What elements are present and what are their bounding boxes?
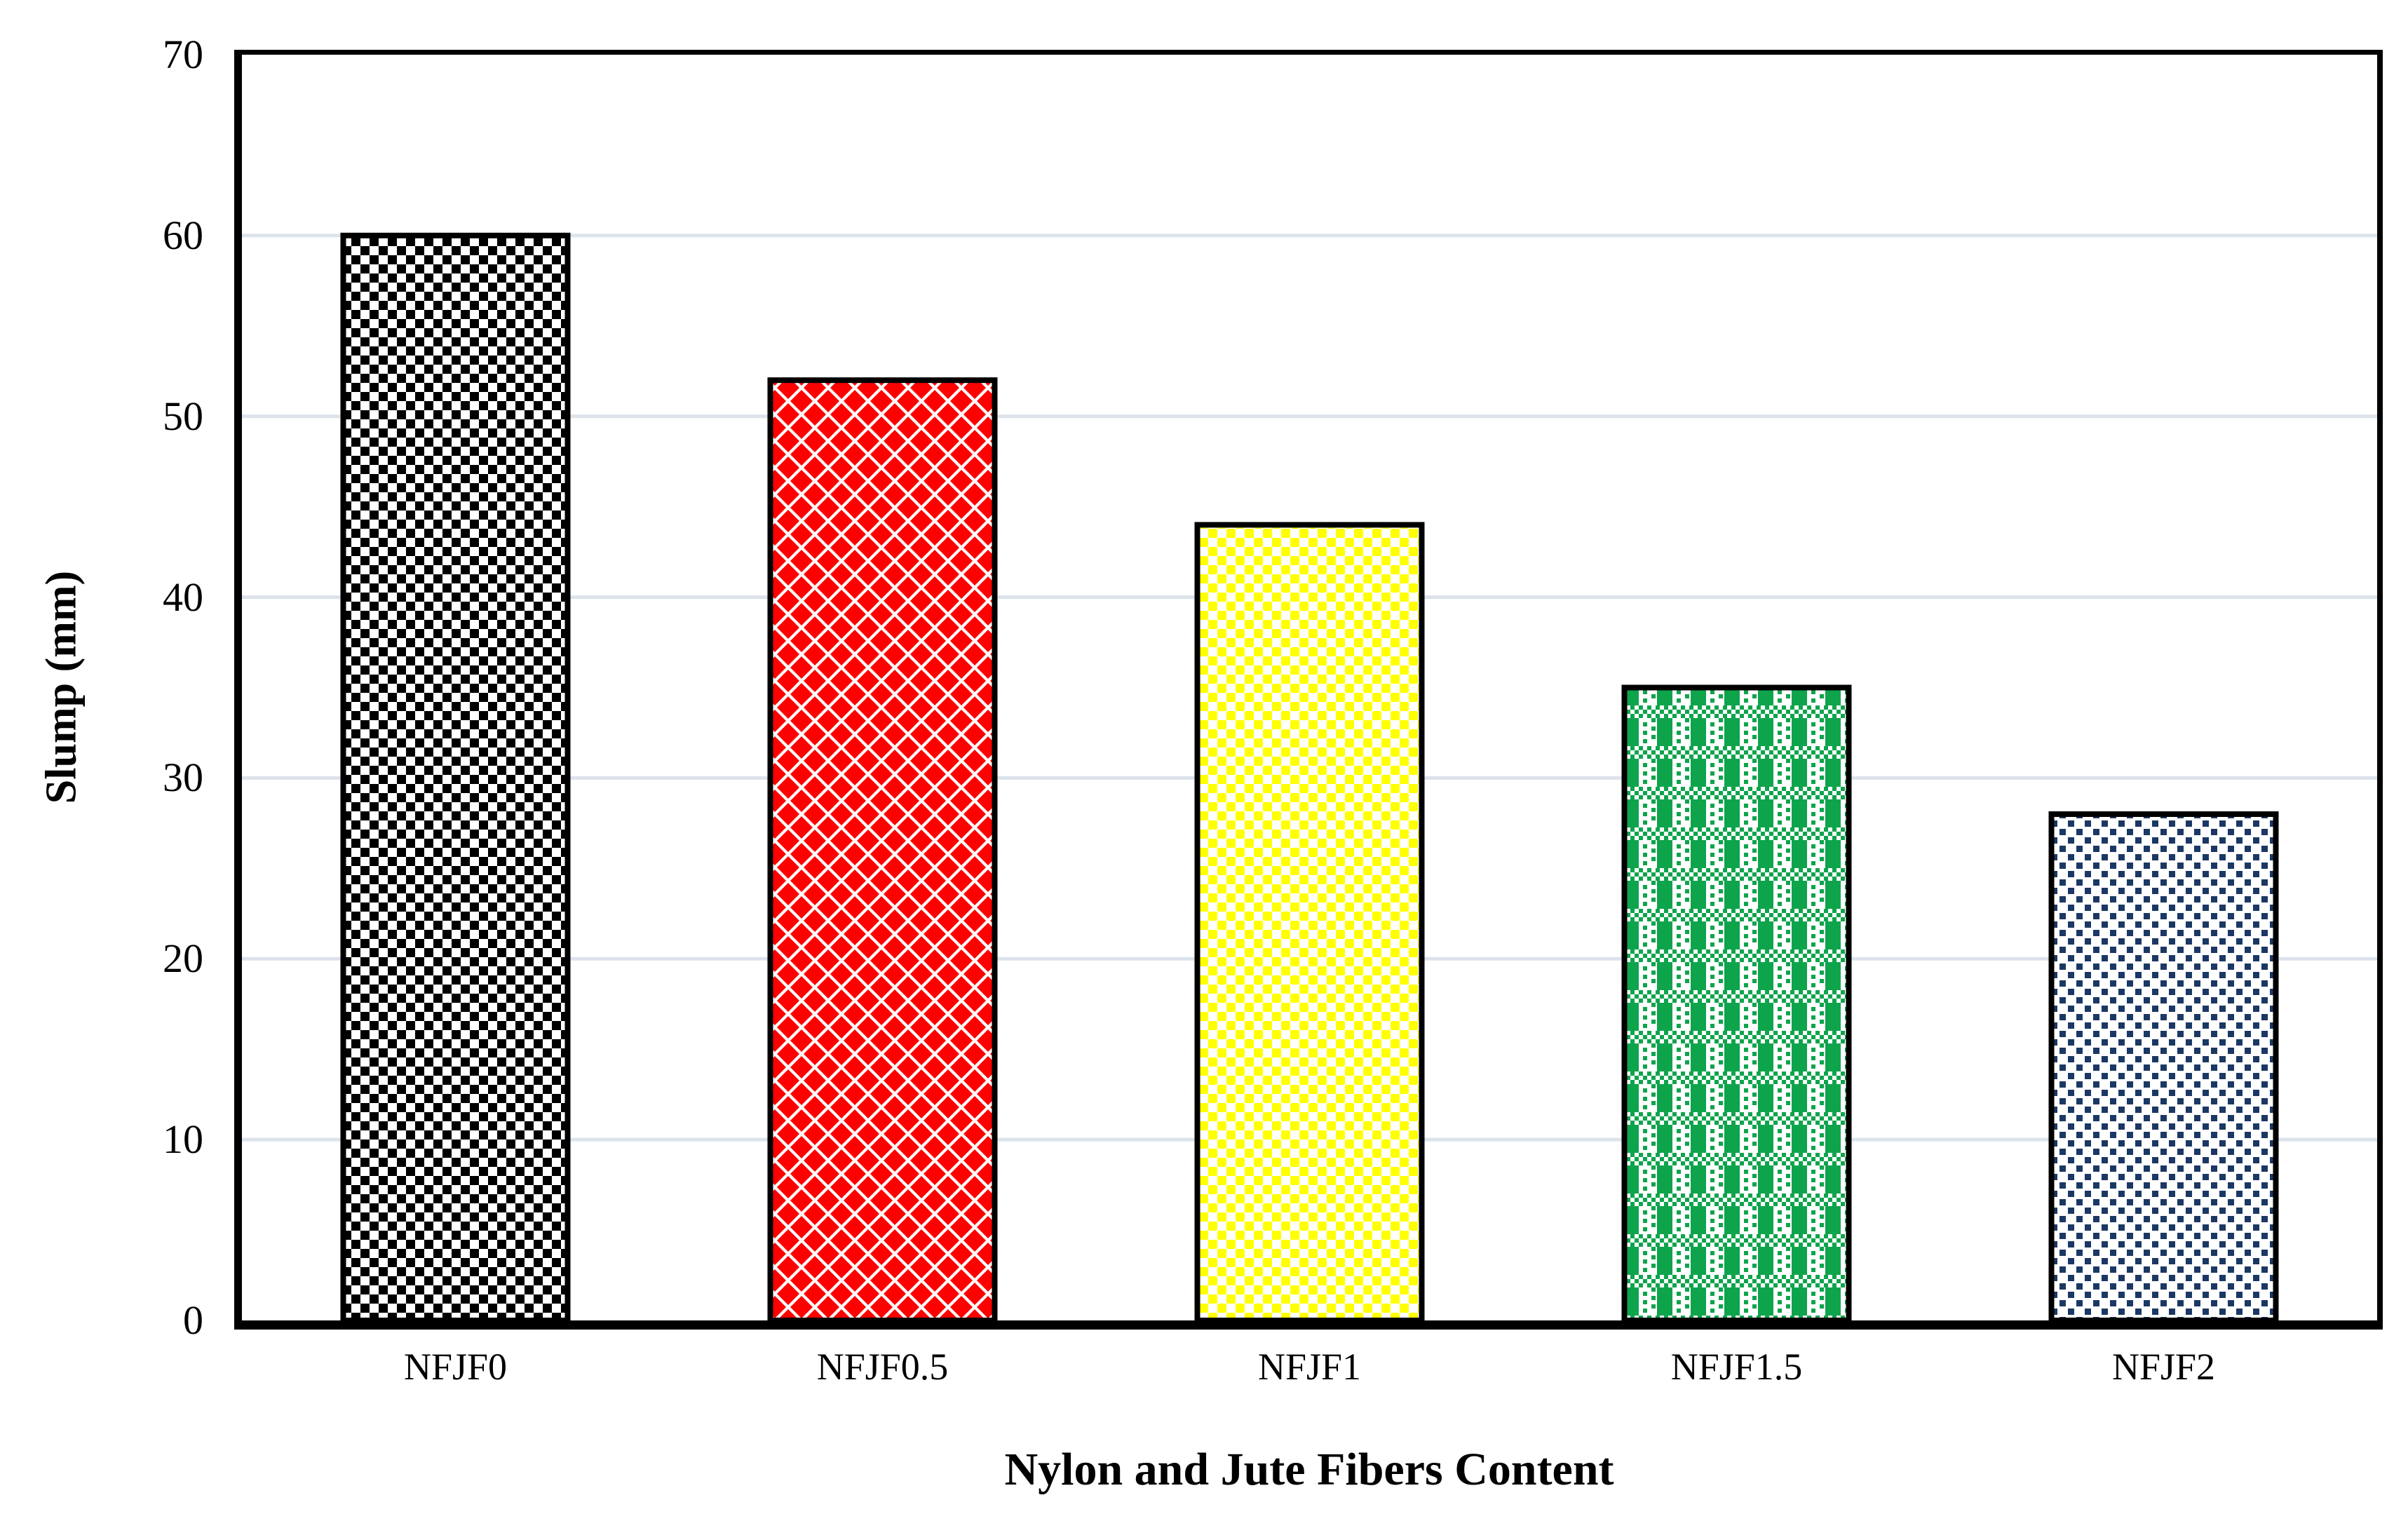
x-axis-title: Nylon and Jute Fibers Content [1004, 1444, 1614, 1495]
x-category-label-NFJF1: NFJF1 [1257, 1346, 1362, 1388]
bar-NFJF2 [2048, 811, 2279, 1320]
y-tick-label-0: 0 [183, 1297, 203, 1343]
x-category-label-NFJF0: NFJF0 [403, 1346, 508, 1388]
x-axis-category-labels: NFJF0 NFJF0.5 NFJF1 NFJF1.5 NFJF2 [242, 1346, 2377, 1402]
y-axis-tick-labels: 0 10 20 30 40 50 60 70 [0, 34, 242, 1341]
y-tick-label-50: 50 [163, 393, 203, 439]
y-tick-label-30: 30 [163, 755, 203, 801]
bar-series [340, 232, 2279, 1320]
y-tick-label-10: 10 [163, 1116, 203, 1163]
plot-area [234, 50, 2383, 1330]
y-tick-label-20: 20 [163, 935, 203, 982]
bar-NFJF1 [1194, 522, 1425, 1320]
x-category-label-NFJF1.5: NFJF1.5 [1670, 1346, 1803, 1388]
y-tick-label-60: 60 [163, 212, 203, 258]
bar-NFJF0.5 [767, 377, 998, 1320]
bar-NFJF0 [340, 232, 571, 1320]
y-tick-label-70: 70 [163, 32, 203, 77]
y-tick-label-40: 40 [163, 574, 203, 620]
chart-canvas [242, 232, 2377, 1320]
bar-NFJF1.5 [1621, 684, 1852, 1320]
x-category-label-NFJF0.5: NFJF0.5 [816, 1346, 949, 1388]
x-category-label-NFJF2: NFJF2 [2111, 1346, 2216, 1388]
